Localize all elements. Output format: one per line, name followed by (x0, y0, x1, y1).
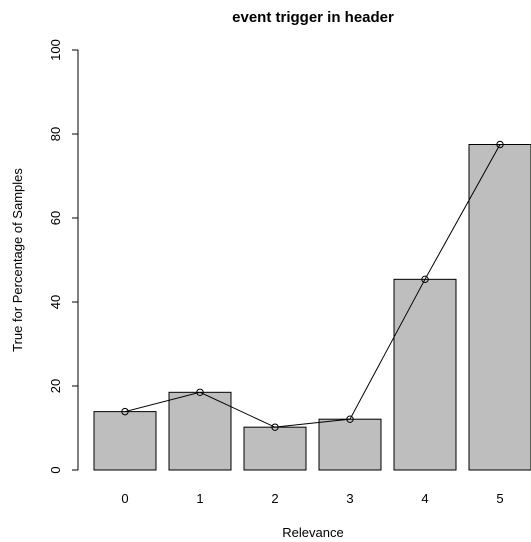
bars-group (93, 144, 531, 471)
trend-point-4 (421, 275, 429, 284)
y-tick-label: 20 (48, 379, 63, 393)
y-axis-label: True for Percentage of Samples (10, 168, 25, 352)
bar-2 (243, 426, 307, 471)
y-tick-label: 80 (48, 127, 63, 141)
x-tick-label: 4 (421, 491, 428, 506)
bar-3 (318, 418, 382, 471)
bar-0 (93, 411, 157, 471)
x-tick-label: 3 (346, 491, 353, 506)
bar-1 (168, 391, 232, 471)
trend-point-1 (196, 388, 204, 396)
x-tick-label: 2 (271, 491, 278, 506)
trend-point-0 (121, 407, 129, 416)
y-tick-label: 0 (48, 466, 63, 473)
bar-5 (468, 144, 531, 471)
bar-4 (393, 278, 457, 471)
y-tick-label: 60 (48, 211, 63, 225)
y-tick-label: 100 (48, 39, 63, 61)
x-axis-label: Relevance (282, 525, 343, 540)
y-axis-ticks: 0 20 40 60 80 100 (48, 39, 78, 474)
trend-point-3 (346, 415, 354, 423)
trend-point-5 (496, 140, 504, 149)
trend-line-group (121, 140, 504, 431)
x-tick-label: 1 (196, 491, 203, 506)
x-axis-tick-labels: 0 1 2 3 4 5 (121, 491, 503, 506)
y-tick-label: 40 (48, 295, 63, 309)
chart-title: event trigger in header (232, 9, 394, 26)
x-tick-label: 0 (121, 491, 128, 506)
trend-point-2 (271, 423, 279, 431)
trend-line (124, 144, 501, 428)
x-tick-label: 5 (496, 491, 503, 506)
